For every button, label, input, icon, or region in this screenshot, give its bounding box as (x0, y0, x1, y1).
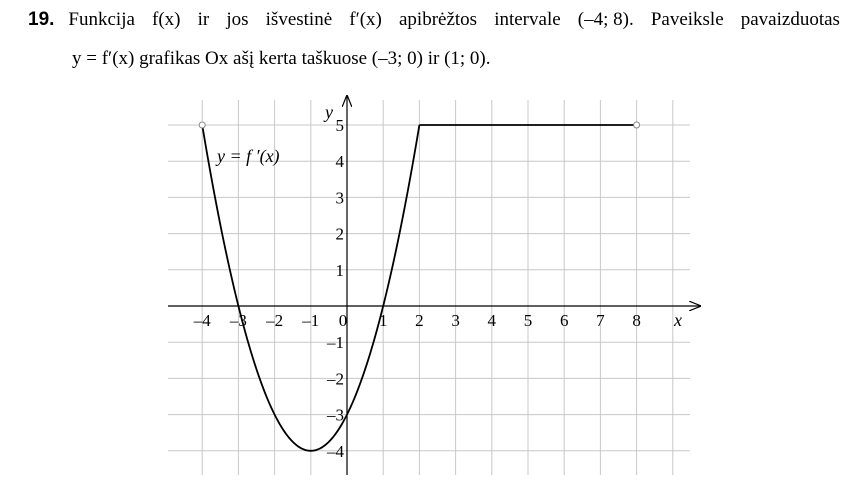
x-tick-label: –1 (301, 311, 319, 330)
question-word: Paveiksle (650, 9, 724, 30)
x-tick-label: 7 (596, 311, 605, 330)
question-line-2: y = f′(x) grafikas Ox ašį kerta taškuose… (72, 48, 491, 69)
question-text-line-1: Funkcija f(x) ir jos išvestinė f′(x) apibrėžto… (68, 9, 840, 31)
y-tick-label: 5 (336, 116, 345, 135)
question-word: jos (226, 9, 249, 30)
question-line-1: 19. Funkcija f(x) ir jos išvestinė f′(x) apibr… (28, 9, 840, 31)
y-tick-label: –4 (326, 442, 345, 461)
x-tick-label: –4 (193, 311, 212, 330)
x-tick-label: 6 (560, 311, 569, 330)
question-word: (–4; 8). (577, 9, 634, 30)
question-word: apibrėžtos (399, 9, 478, 30)
x-tick-label: 3 (451, 311, 460, 330)
y-axis-label: y (323, 102, 333, 122)
y-tick-label: 3 (336, 188, 345, 207)
x-tick-label: 0 (339, 311, 348, 330)
x-tick-label: 4 (488, 311, 497, 330)
x-tick-label: –3 (229, 311, 247, 330)
x-tick-label: 8 (632, 311, 641, 330)
question-word: Funkcija (68, 9, 135, 30)
problem-number: 19. (28, 9, 55, 30)
question-word: intervale (494, 9, 561, 30)
x-tick-label: 1 (379, 311, 388, 330)
question-word: ir (197, 9, 210, 30)
x-tick-label: 2 (415, 311, 424, 330)
open-endpoint (633, 121, 641, 129)
question-word: f(x) (152, 9, 181, 30)
y-tick-label: 4 (336, 152, 345, 171)
y-tick-label: –2 (326, 369, 344, 388)
curve-label: y = f ′(x) (215, 146, 280, 167)
parabola-segment (201, 124, 421, 452)
question-word: išvestinė (265, 9, 333, 30)
y-tick-label: 2 (336, 225, 345, 244)
y-tick-label: –3 (326, 406, 344, 425)
y-tick-label: 1 (336, 261, 345, 280)
curve (198, 121, 641, 452)
tick-labels: –4 –3 –2 –1 0 1 2 3 4 5 6 7 8 –4 –3 –2 –1 1 2 3 4 5 x y y = f ′(… (193, 102, 682, 461)
x-tick-label: 5 (524, 311, 533, 330)
open-endpoint (198, 121, 206, 129)
question-word: pavaizduotas (740, 9, 840, 30)
x-tick-label: –2 (265, 311, 283, 330)
x-axis-label: x (673, 310, 682, 330)
y-tick-label: –1 (326, 333, 344, 352)
question-word: f′(x) (349, 9, 382, 30)
axes (168, 96, 700, 475)
